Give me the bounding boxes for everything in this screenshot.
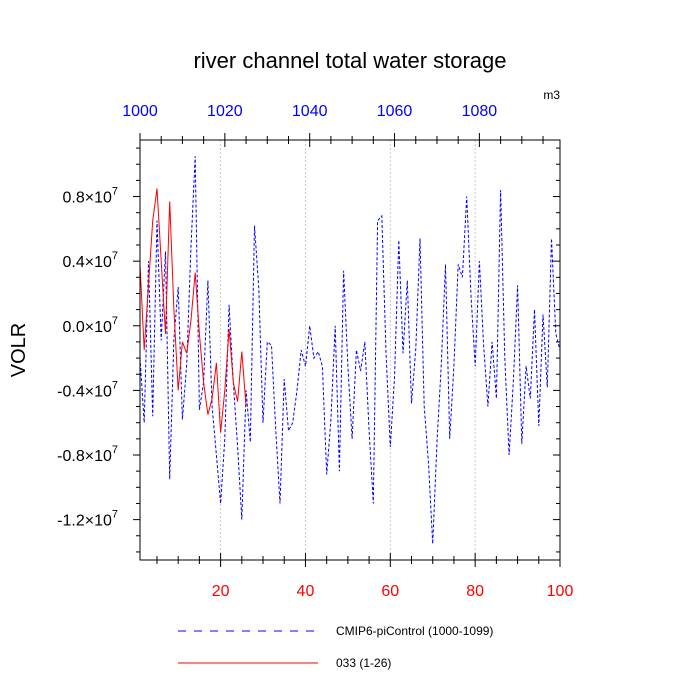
legend-label-0: CMIP6-piControl (1000-1099) <box>336 624 493 638</box>
plot-series <box>139 156 561 544</box>
legend-label-1: 033 (1-26) <box>336 656 391 670</box>
y-tick-exponent: 7 <box>112 379 118 391</box>
gridlines <box>220 140 476 560</box>
x-top-tick-label: 1040 <box>292 103 328 120</box>
x-bottom-tick-label: 60 <box>381 583 399 600</box>
x-top-tick-label: 1020 <box>207 103 243 120</box>
x-bottom-tick-label: 80 <box>466 583 484 600</box>
chart-title: river channel total water storage <box>193 48 506 73</box>
x-top-tick-label: 1080 <box>462 103 498 120</box>
y-tick-mantissa: -1.2 <box>57 513 85 530</box>
units-label: m3 <box>543 88 560 102</box>
y-tick-mantissa: 0.8 <box>62 190 84 207</box>
y-tick-label: -1.2×107 <box>57 509 118 530</box>
y-tick-mantissa: -0.8 <box>57 448 85 465</box>
y-tick-exponent: 7 <box>112 509 118 521</box>
series-line-1 <box>139 188 247 433</box>
x-bottom-tick-label: 20 <box>212 583 230 600</box>
series-line-0 <box>139 156 561 544</box>
y-tick-mantissa: -0.4 <box>57 383 85 400</box>
y-tick-label: 0.0×107 <box>62 315 118 336</box>
x-bottom-tick-label: 40 <box>297 583 315 600</box>
legend: CMIP6-piControl (1000-1099) 033 (1-26) <box>178 624 493 670</box>
y-axis-label: VOLR <box>8 323 30 377</box>
y-tick-exponent: 7 <box>112 444 118 456</box>
y-tick-exponent: 7 <box>112 315 118 327</box>
y-tick-label: 0.4×107 <box>62 250 118 271</box>
y-tick-label: 0.8×107 <box>62 186 118 207</box>
y-tick-label: -0.4×107 <box>57 379 118 400</box>
y-tick-mantissa: 0.4 <box>62 254 84 271</box>
x-top-tick-label: 1000 <box>122 103 158 120</box>
y-tick-exponent: 7 <box>112 186 118 198</box>
y-tick-exponent: 7 <box>112 250 118 262</box>
y-tick-label: -0.8×107 <box>57 444 118 465</box>
y-tick-mantissa: 0.0 <box>62 319 84 336</box>
plot-frame <box>139 139 561 561</box>
x-top-tick-label: 1060 <box>377 103 413 120</box>
axes <box>133 133 561 567</box>
x-bottom-tick-label: 100 <box>547 583 574 600</box>
